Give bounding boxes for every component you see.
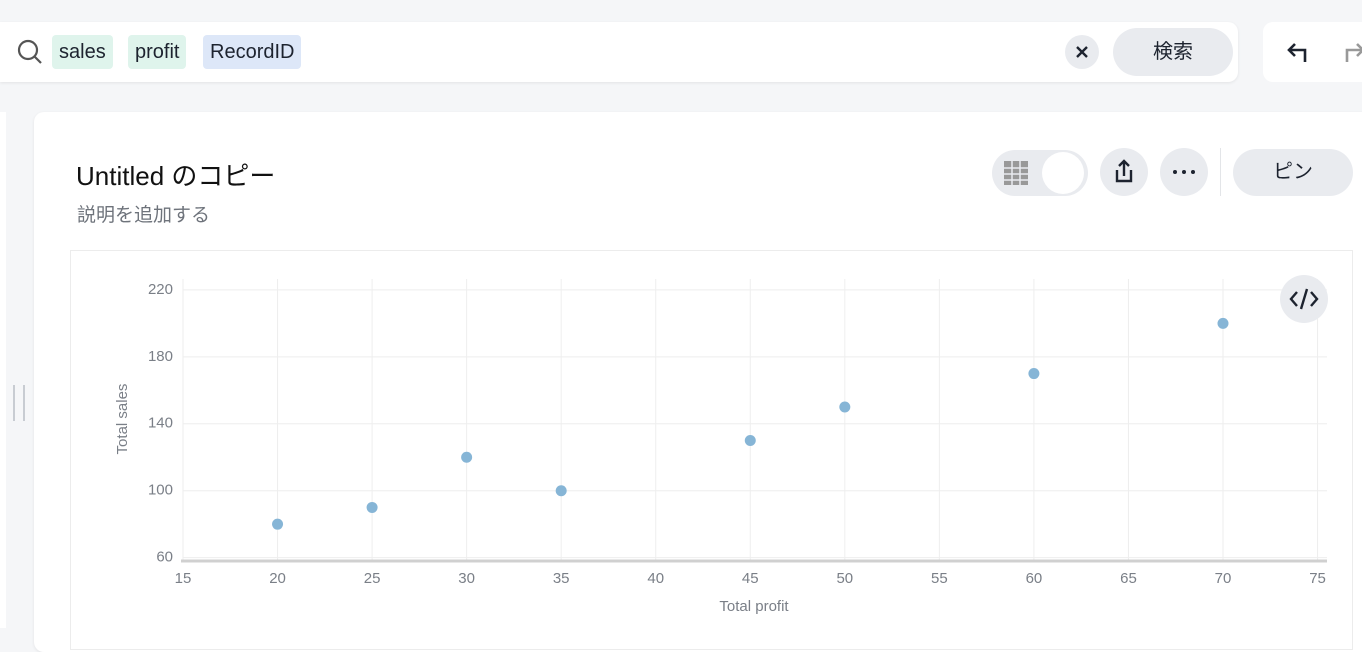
undo-redo[interactable] bbox=[1283, 38, 1362, 66]
x-tick-label: 45 bbox=[742, 570, 759, 587]
x-tick-label: 40 bbox=[647, 570, 664, 587]
y-tick-label: 220 bbox=[148, 281, 173, 298]
description[interactable]: 説明を追加する bbox=[77, 205, 211, 226]
pin-button[interactable]: ピン bbox=[1233, 149, 1353, 196]
x-tick-label: 15 bbox=[175, 570, 192, 587]
point bbox=[366, 501, 378, 513]
clear-button[interactable] bbox=[1065, 35, 1099, 69]
search-bar: sales profit RecordID 検索 bbox=[0, 22, 1238, 82]
chart: Total profit Total sales 60 100 140 180 220 1… bbox=[114, 279, 1327, 615]
divider bbox=[1220, 148, 1221, 196]
search-token[interactable]: sales bbox=[52, 35, 113, 69]
history-bar bbox=[1263, 22, 1362, 82]
y-axis-label: Total sales bbox=[114, 384, 131, 455]
point bbox=[1028, 368, 1040, 380]
resize-handle[interactable] bbox=[13, 385, 25, 421]
page: sales profit RecordID 検索 Untitled のコピー 説… bbox=[0, 22, 1362, 650]
search-token[interactable]: profit bbox=[128, 35, 187, 69]
point bbox=[744, 435, 756, 447]
x-tick-label: 70 bbox=[1215, 570, 1232, 587]
side-panel bbox=[0, 112, 6, 628]
more-button[interactable] bbox=[1160, 148, 1208, 196]
point bbox=[461, 451, 473, 463]
y-tick-label: 100 bbox=[148, 482, 173, 499]
table-icon bbox=[1004, 161, 1028, 185]
point bbox=[272, 518, 284, 530]
x-tick-label: 25 bbox=[364, 570, 381, 587]
x-axis-label: Total profit bbox=[719, 598, 789, 615]
x-tick-label: 55 bbox=[931, 570, 948, 587]
search-token[interactable]: RecordID bbox=[203, 35, 302, 69]
y-tick-label: 180 bbox=[148, 348, 173, 365]
x-tick-label: 20 bbox=[269, 570, 286, 587]
chart-frame: Total profit Total sales 60 100 140 180 220 1… bbox=[70, 250, 1353, 650]
x-tick-label: 30 bbox=[458, 570, 475, 587]
point bbox=[555, 485, 567, 497]
y-tick-label: 140 bbox=[148, 415, 173, 432]
x-tick-label: 50 bbox=[836, 570, 853, 587]
title: Untitled のコピー bbox=[76, 161, 276, 191]
share-button[interactable] bbox=[1100, 148, 1148, 196]
view-toggle[interactable] bbox=[992, 150, 1088, 196]
x-tick-label: 60 bbox=[1026, 570, 1043, 587]
code-button[interactable] bbox=[1280, 275, 1328, 323]
y-tick-label: 60 bbox=[156, 549, 173, 566]
point bbox=[839, 401, 851, 413]
x-tick-label: 75 bbox=[1309, 570, 1326, 587]
point bbox=[1217, 317, 1229, 329]
search-button[interactable]: 検索 bbox=[1113, 28, 1233, 76]
chart-view[interactable] bbox=[1042, 152, 1084, 194]
search-icon bbox=[17, 39, 42, 64]
x-tick-label: 35 bbox=[553, 570, 570, 587]
x-tick-label: 65 bbox=[1120, 570, 1137, 587]
